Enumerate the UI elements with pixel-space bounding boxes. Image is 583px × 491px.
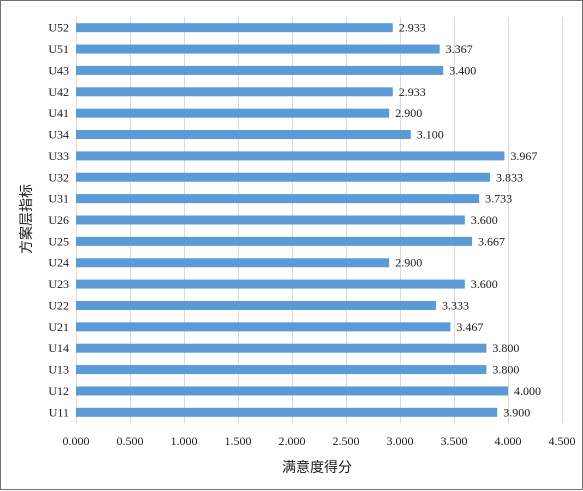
category-label: U41	[48, 106, 69, 120]
bar-U22	[76, 300, 436, 310]
category-label: U32	[48, 170, 69, 184]
data-label: 3.800	[492, 363, 519, 377]
bar-U24	[76, 258, 390, 268]
x-tick-labels: 0.000 0.500 1.000 1.500 2.000 2.500 3.000 3.500…	[63, 434, 576, 448]
category-label: U51	[48, 42, 69, 56]
data-label: 3.800	[492, 341, 519, 355]
x-tick-label: 3.000	[387, 434, 414, 448]
x-tick-label: 0.500	[117, 434, 144, 448]
data-label: 2.900	[395, 256, 422, 270]
data-label: 3.600	[471, 213, 498, 227]
data-label: 2.900	[395, 106, 422, 120]
category-label: U52	[48, 21, 69, 35]
bar-U11	[76, 407, 498, 417]
data-label: 4.000	[514, 384, 541, 398]
bar-U23	[76, 279, 465, 289]
bar-U26	[76, 215, 465, 225]
bar-U13	[76, 365, 487, 375]
data-label: 3.833	[496, 170, 523, 184]
category-label: U43	[48, 63, 69, 77]
category-label: U11	[49, 405, 69, 419]
bar-U32	[76, 172, 490, 182]
data-label: 3.900	[503, 405, 530, 419]
category-label: U14	[48, 341, 69, 355]
x-tick-label: 0.000	[63, 434, 90, 448]
bar-U14	[76, 343, 487, 353]
category-label: U24	[48, 256, 69, 270]
data-label: 3.367	[446, 42, 473, 56]
x-axis-title: 满意度得分	[282, 459, 352, 476]
bars	[76, 23, 508, 417]
bar-U21	[76, 322, 451, 332]
data-label: 3.600	[471, 277, 498, 291]
data-label: 3.400	[449, 63, 476, 77]
data-label: 3.667	[478, 234, 505, 248]
category-label: U31	[48, 192, 69, 206]
data-label: 3.733	[485, 192, 512, 206]
bar-U43	[76, 65, 444, 75]
x-tick-label: 4.500	[549, 434, 576, 448]
category-label: U13	[48, 363, 69, 377]
bar-U41	[76, 108, 390, 118]
category-label: U25	[48, 234, 69, 248]
category-labels: U52 U51 U43 U42 U41 U34 U33 U32 U31 U26 U25 U24 U23 U…	[48, 21, 69, 420]
bar-U34	[76, 130, 411, 140]
x-tick-label: 4.000	[495, 434, 522, 448]
data-label: 3.100	[417, 128, 444, 142]
data-labels: 2.933 3.367 3.400 2.933 2.900 3.100 3.967 3.833…	[395, 21, 541, 420]
bar-U33	[76, 151, 505, 161]
data-label: 3.333	[442, 298, 469, 312]
category-label: U22	[48, 298, 69, 312]
bar-U51	[76, 44, 440, 54]
x-tick-label: 1.500	[225, 434, 252, 448]
category-label: U33	[48, 149, 69, 163]
x-tick-label: 3.500	[441, 434, 468, 448]
category-label: U42	[48, 85, 69, 99]
bar-U52	[76, 23, 393, 33]
category-label: U26	[48, 213, 69, 227]
data-label: 3.467	[456, 320, 483, 334]
bar-U12	[76, 386, 508, 396]
category-label: U12	[48, 384, 69, 398]
x-tick-label: 2.000	[279, 434, 306, 448]
x-tick-label: 2.500	[333, 434, 360, 448]
data-label: 2.933	[399, 21, 426, 35]
bar-U42	[76, 87, 393, 97]
category-label: U21	[48, 320, 69, 334]
data-label: 3.967	[510, 149, 537, 163]
bar-U31	[76, 194, 480, 204]
x-tick-label: 1.000	[171, 434, 198, 448]
data-label: 2.933	[399, 85, 426, 99]
bar-U25	[76, 236, 473, 246]
y-axis-title: 方案层指标	[18, 184, 35, 254]
category-label: U23	[48, 277, 69, 291]
category-label: U34	[48, 128, 69, 142]
